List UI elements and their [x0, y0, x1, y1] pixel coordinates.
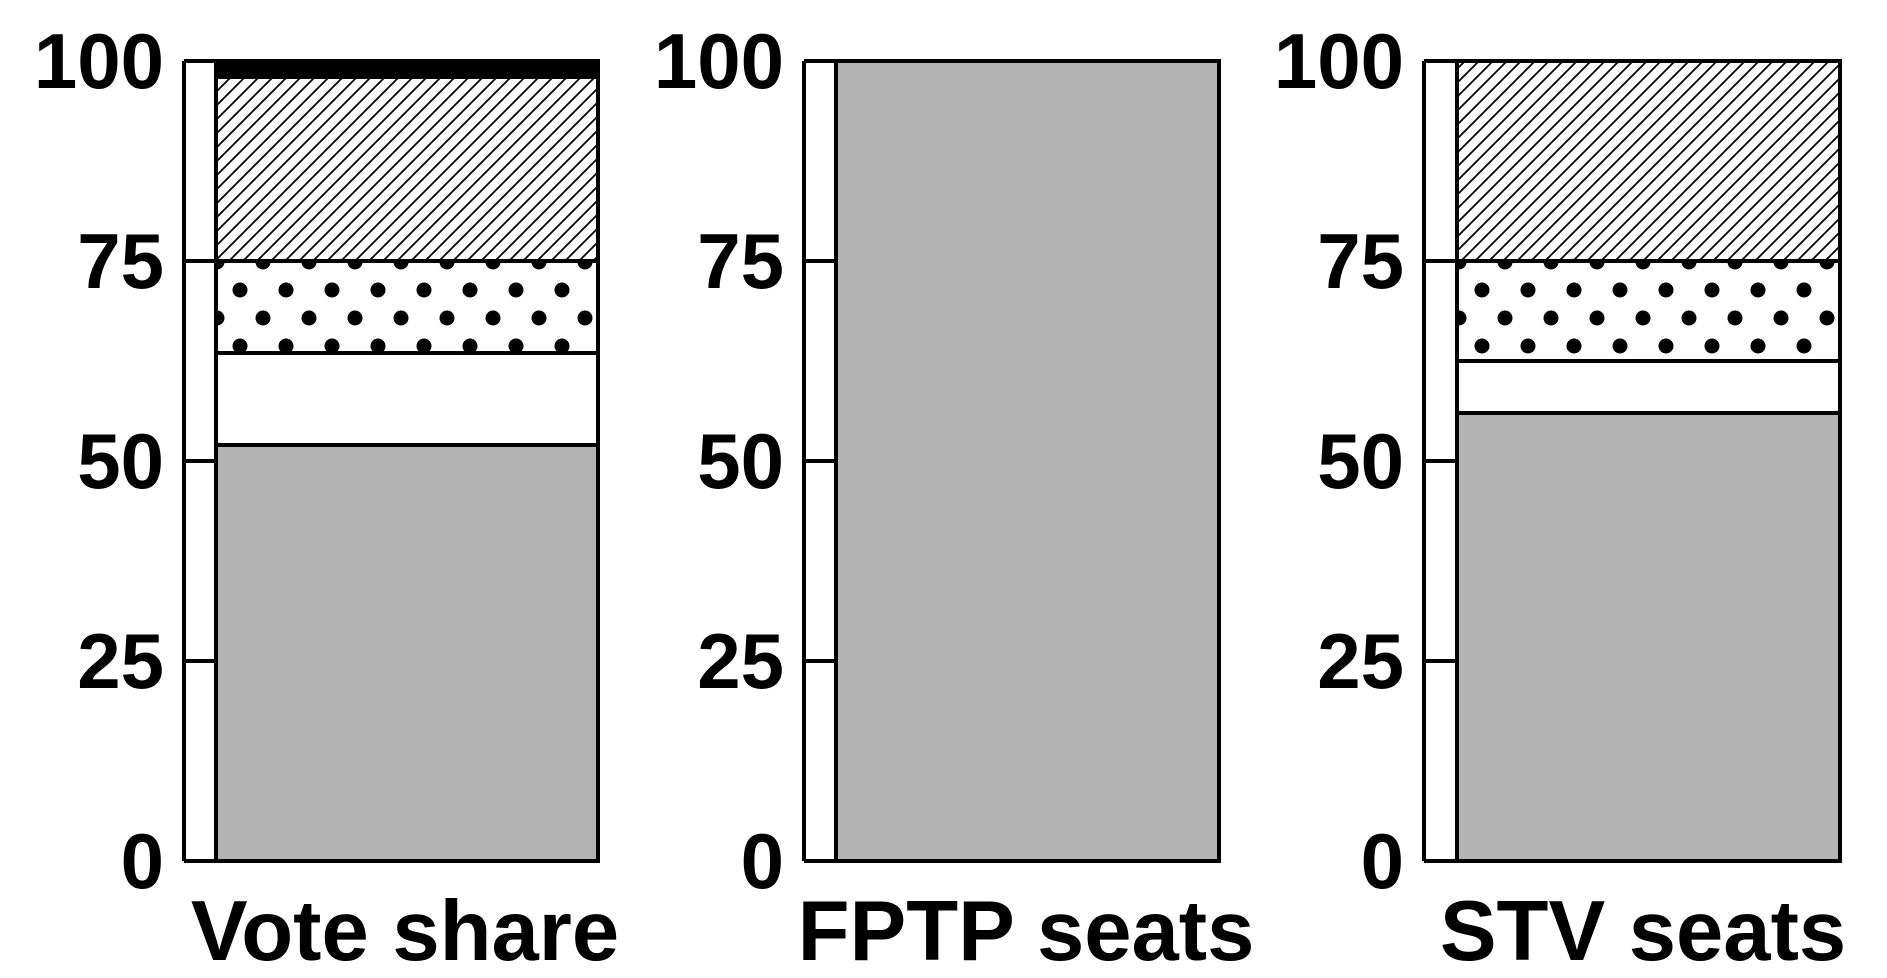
y-tick-label: 75 — [1317, 217, 1404, 305]
y-tick-label: 25 — [77, 617, 164, 705]
bar-segment-gray — [834, 59, 1221, 863]
y-tick-label: 25 — [697, 617, 784, 705]
y-tick-label: 0 — [121, 817, 164, 905]
y-tick-label: 25 — [1317, 617, 1404, 705]
bar-segment-gray — [214, 443, 600, 863]
bar-segment-gray — [1455, 411, 1842, 863]
chart-panel-1: 0 25 50 75 100 Vote share — [34, 17, 619, 978]
y-tick-label: 50 — [697, 417, 784, 505]
chart-panel-3: 0 25 50 75 100 STV seats — [1274, 17, 1846, 978]
bar-segment-white — [1455, 359, 1842, 415]
bar-segment-white — [214, 351, 600, 447]
y-tick-label: 75 — [77, 217, 164, 305]
category-label: Vote share — [191, 884, 619, 973]
y-tick-label: 100 — [34, 17, 164, 105]
y-tick-label: 0 — [1361, 817, 1404, 905]
y-tick-label: 100 — [1274, 17, 1404, 105]
bar-segment-hatch — [214, 75, 600, 263]
category-label: FPTP seats — [798, 884, 1255, 973]
bar-segment-hatch — [1455, 59, 1842, 263]
category-label: STV seats — [1440, 884, 1846, 973]
y-tick-label: 50 — [77, 417, 164, 505]
bar-segment-dots — [1455, 259, 1842, 363]
bar-segment-dots — [214, 259, 600, 355]
y-tick-label: 50 — [1317, 417, 1404, 505]
y-tick-label: 100 — [654, 17, 784, 105]
y-tick-label: 0 — [741, 817, 784, 905]
bar-segment-black — [214, 59, 600, 79]
y-tick-label: 75 — [697, 217, 784, 305]
chart-panel-2: 0 25 50 75 100 FPTP seats — [654, 17, 1255, 978]
